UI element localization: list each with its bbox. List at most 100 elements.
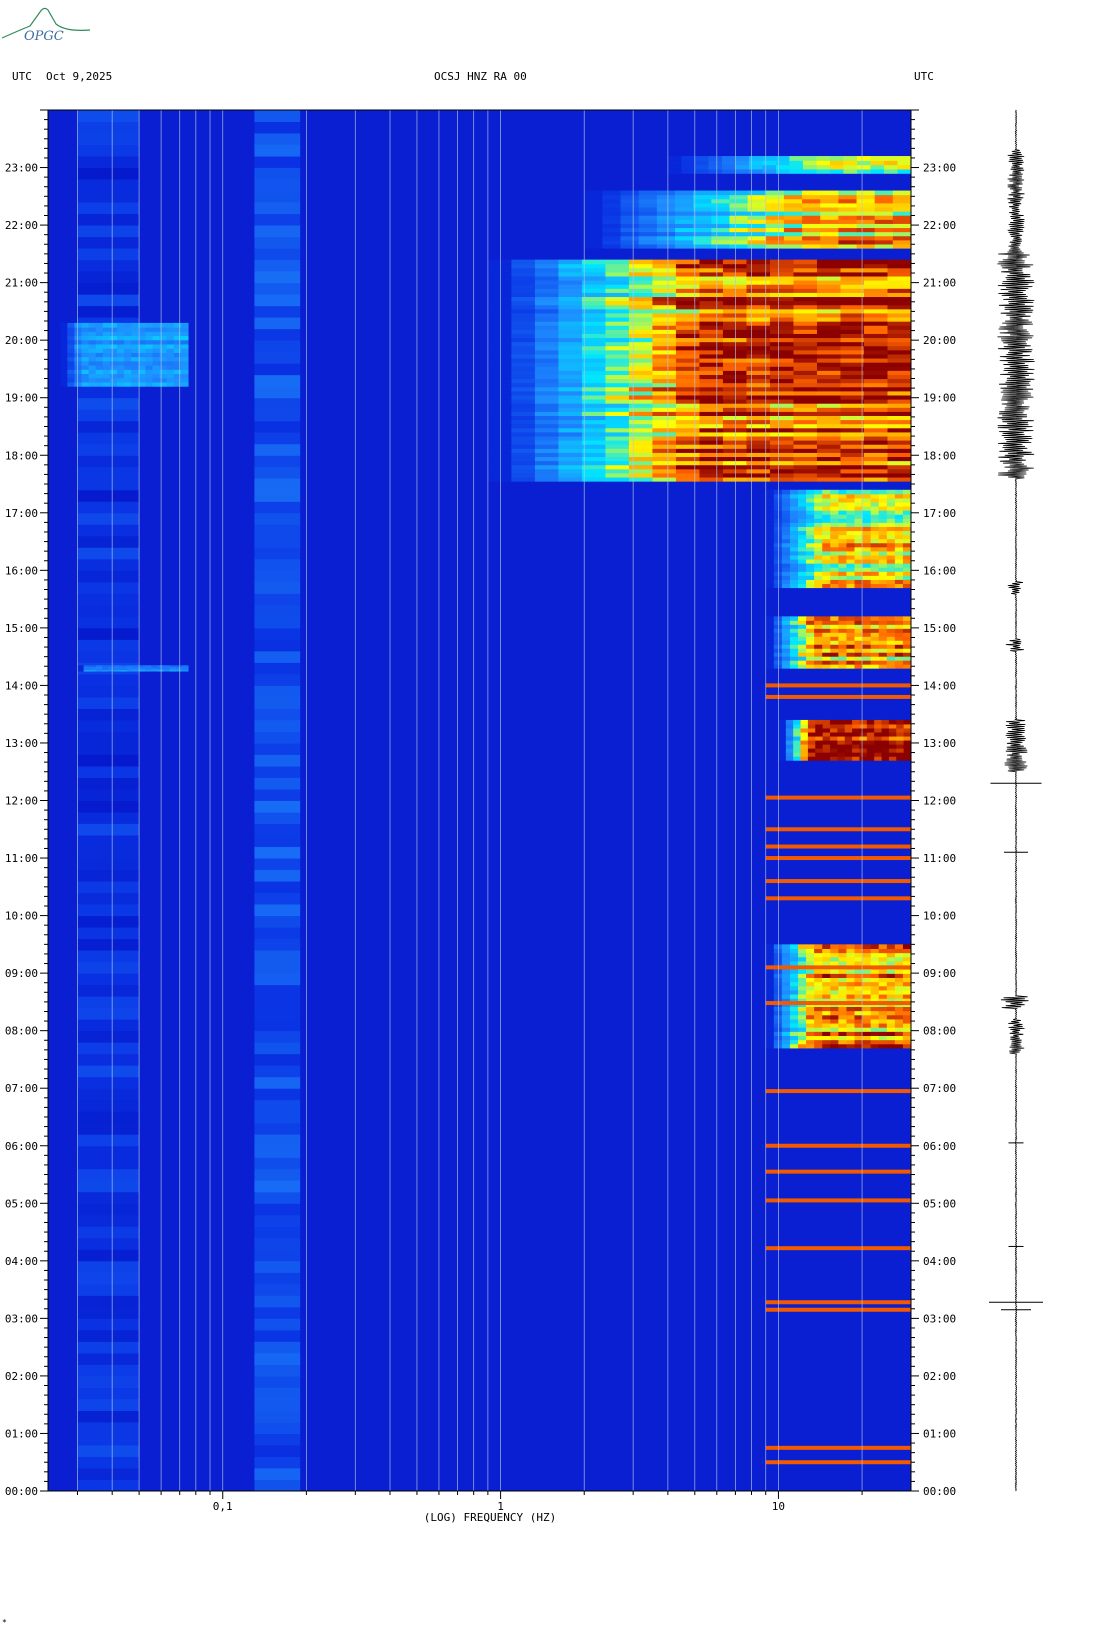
event-cell (711, 202, 730, 208)
event-cell (852, 740, 860, 745)
event-cell (793, 468, 818, 474)
event-cell (807, 740, 816, 745)
event-cell (581, 358, 606, 363)
event-cell (769, 349, 794, 355)
y-tick-label-right: 00:00 (923, 1485, 956, 1498)
event-cell (581, 427, 606, 433)
event-cell (789, 948, 799, 954)
event-cell (843, 160, 858, 166)
event-cell (131, 365, 139, 370)
event-cell (674, 190, 694, 196)
event-cell (854, 530, 864, 536)
event-cell (675, 464, 700, 470)
event-cell (102, 369, 111, 375)
event-cell (765, 502, 775, 507)
event-cell (886, 1006, 896, 1012)
event-cell (887, 292, 912, 298)
event-cell (822, 660, 831, 665)
event-cell (806, 977, 815, 983)
spectral-band-cell (77, 386, 140, 399)
event-cell (881, 756, 890, 761)
event-cell (789, 973, 799, 978)
event-cell (892, 215, 912, 220)
event-cell (169, 666, 177, 669)
event-cell (102, 356, 111, 362)
event-cell (886, 510, 896, 515)
y-tick-label-left: 19:00 (5, 392, 38, 405)
event-cell (722, 370, 747, 375)
spectral-band-cell (77, 754, 140, 767)
event-cell (487, 280, 512, 285)
event-cell (157, 666, 164, 669)
event-cell (151, 665, 158, 668)
event-cell (894, 960, 904, 966)
event-cell (584, 190, 603, 196)
event-cell (887, 382, 912, 388)
event-cell (816, 333, 841, 339)
event-cell (862, 583, 872, 589)
event-cell (793, 394, 818, 400)
event-cell (854, 656, 864, 661)
event-cell (769, 468, 794, 474)
spectral-band-cell (254, 1191, 301, 1204)
event-cell (138, 356, 146, 362)
event-cell (874, 235, 894, 241)
spectral-band-cell (77, 708, 140, 721)
event-cell (605, 431, 630, 437)
event-cell (894, 652, 904, 657)
event-cell (775, 168, 790, 174)
event-cell (856, 223, 876, 229)
event-cell (173, 381, 182, 387)
event-cell (838, 977, 847, 983)
event-cell (652, 349, 677, 355)
event-cell (878, 546, 888, 552)
event-cell (902, 977, 912, 983)
event-cell (870, 624, 880, 629)
event-cell (888, 748, 897, 753)
event-cell (138, 365, 146, 370)
event-cell (783, 235, 803, 241)
event-cell (816, 370, 841, 375)
event-cell (902, 583, 912, 589)
event-cell (830, 563, 839, 568)
event-cell (870, 985, 880, 991)
event-cell (722, 353, 747, 359)
event-cell (131, 339, 139, 345)
event-cell (785, 719, 794, 725)
spectral-band-cell (77, 1444, 140, 1457)
event-cell (902, 960, 912, 966)
spectral-band-cell (254, 190, 301, 203)
event-cell (534, 325, 559, 330)
event-cell (830, 546, 839, 552)
event-cell (830, 514, 839, 519)
event-cell (838, 215, 858, 220)
event-cell (793, 415, 818, 421)
event-cell (870, 550, 880, 556)
event-cell (778, 736, 787, 741)
event-cell (675, 353, 700, 359)
spectral-band-cell (254, 788, 301, 801)
event-cell (126, 668, 134, 671)
event-cell (638, 219, 658, 224)
event-cell (793, 280, 818, 285)
event-cell (814, 952, 823, 958)
event-cell (95, 335, 104, 341)
event-cell (878, 616, 888, 621)
event-cell (878, 644, 888, 649)
event-cell (862, 559, 872, 564)
event-cell (870, 502, 880, 507)
event-cell (793, 748, 802, 753)
event-cell (820, 215, 839, 220)
event-cell (789, 956, 799, 962)
spectral-band-cell (254, 455, 301, 468)
event-cell (722, 296, 747, 302)
event-cell (846, 1006, 856, 1012)
event-cell (487, 382, 512, 388)
event-cell (769, 415, 794, 421)
event-cell (902, 1031, 912, 1037)
event-cell (628, 436, 653, 441)
event-cell (840, 312, 865, 318)
event-cell (807, 744, 816, 749)
event-cell (887, 431, 912, 437)
event-cell (675, 263, 700, 269)
